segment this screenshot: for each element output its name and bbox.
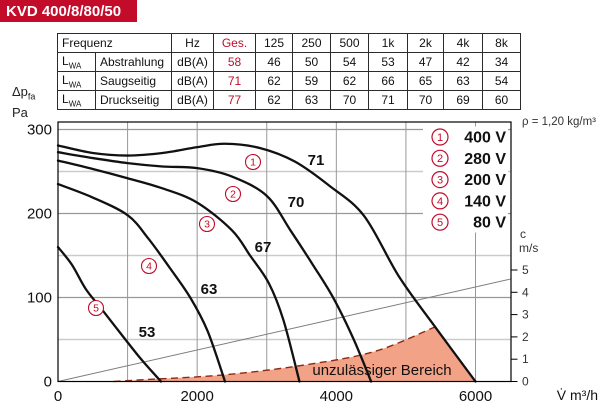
curve-number-circle	[244, 153, 262, 171]
curve-number-marker: 3	[198, 215, 216, 233]
forbidden-region-label: unzulässiger Bereich	[312, 362, 451, 379]
curve-number-text: 5	[93, 303, 99, 315]
curve-sound-power-label: 63	[201, 281, 218, 298]
c-axis-tick-label: 0	[522, 375, 529, 389]
header-total: Ges.	[213, 33, 256, 53]
legend-voltage-label: 200 V	[464, 172, 506, 189]
y-axis-label-unit: Pa	[12, 104, 28, 120]
header-band-8k: 8k	[482, 33, 521, 53]
table-row: LWA Abstrahlung dB(A) 58 46 50 54 53 47 42 34	[57, 52, 521, 72]
legend-voltage-label: 280 V	[464, 151, 506, 168]
c-axis-tick-label: 5	[522, 263, 529, 277]
y-axis-tick-label: 0	[44, 374, 52, 391]
row-name: Abstrahlung	[95, 52, 172, 72]
legend-number-circle	[431, 213, 449, 231]
curve-sound-power-label: 67	[255, 239, 272, 256]
row-symbol: LWA	[57, 90, 96, 110]
curve-number-text: 2	[230, 189, 236, 201]
x-axis-tick-label: 2000	[180, 388, 213, 405]
page-title: KVD 400/8/80/50	[0, 0, 138, 22]
x-axis-unit-label: V̇ m³/h	[557, 387, 598, 403]
y-axis-tick-label: 300	[27, 122, 52, 139]
legend-number-text: 1	[437, 132, 443, 144]
table-row: LWA Saugseitig dB(A) 71 62 59 62 66 65 63 54	[57, 71, 521, 91]
curve-number-marker: 1	[244, 153, 262, 171]
row-total: 77	[213, 90, 256, 110]
c-axis-unit: m/s	[519, 241, 538, 255]
row-total: 71	[213, 71, 256, 91]
legend-voltage-label: 400 V	[464, 130, 506, 147]
curve-number-marker: 5	[87, 299, 105, 317]
c-axis-tick-label: 1	[522, 352, 529, 366]
header-band-2k: 2k	[407, 33, 444, 53]
curve-140v	[56, 182, 227, 383]
y-axis-tick-label: 100	[27, 290, 52, 307]
curve-number-circle	[87, 299, 105, 317]
curve-number-circle	[140, 257, 158, 275]
row-value: 62	[255, 90, 293, 110]
y-axis-tick-label: 200	[27, 206, 52, 223]
row-total: 58	[213, 52, 256, 72]
curve-sound-power-label: 71	[308, 152, 325, 169]
curve-sound-power-label: 53	[139, 324, 156, 341]
air-velocity-line	[57, 278, 512, 382]
x-axis-tick-label: 0	[54, 388, 62, 405]
curve-number-text: 1	[250, 157, 256, 169]
forbidden-region-fill	[113, 326, 475, 382]
legend-number-text: 4	[437, 196, 443, 208]
legend-voltage-label: 80 V	[473, 215, 506, 232]
legend-number-text: 3	[437, 175, 443, 187]
forbidden-region-boundary	[113, 326, 436, 383]
x-axis-tick-label: 4000	[320, 388, 353, 405]
sound-power-table: Frequenz Hz Ges. 125 250 500 1k 2k 4k 8k LWA Abstra…	[57, 33, 521, 110]
page-title-text: KVD 400/8/80/50	[6, 2, 122, 20]
row-name: Druckseitig	[95, 90, 172, 110]
legend: 1 400 V 2 280 V 3 200 V 4 140 V 5 80 V	[423, 126, 508, 233]
row-unit: dB(A)	[171, 71, 214, 91]
legend-number-text: 2	[437, 153, 443, 165]
x-axis-tick-label: 6000	[459, 388, 492, 405]
curve-number-circle	[198, 215, 216, 233]
curve-280v	[56, 151, 373, 383]
plot-border	[57, 121, 512, 383]
row-value: 70	[407, 90, 444, 110]
legend-voltage-label: 140 V	[464, 193, 506, 210]
y-axis-label-symbol: Δpfa	[12, 84, 36, 102]
legend-number-circle	[431, 149, 449, 167]
row-value: 54	[330, 52, 369, 72]
legend-number-circle	[431, 171, 449, 189]
curve-number-text: 3	[204, 219, 210, 231]
c-axis-tick-label: 4	[522, 285, 529, 299]
c-axis-tick-label: 2	[522, 330, 529, 344]
legend-number-text: 5	[437, 217, 443, 229]
curve-sound-power-label: 70	[288, 194, 305, 211]
c-axis-name: c	[520, 227, 526, 241]
header-band-1k: 1k	[368, 33, 408, 53]
header-frequency: Frequenz	[57, 33, 172, 53]
row-unit: dB(A)	[171, 52, 214, 72]
curve-number-marker: 4	[140, 257, 158, 275]
air-density-note: ρ = 1,20 kg/m³	[522, 116, 596, 128]
c-axis-tick-label: 3	[522, 308, 529, 322]
table-row: LWA Druckseitig dB(A) 77 62 63 70 71 70 69 60	[57, 90, 521, 110]
curve-number-marker: 2	[224, 185, 242, 203]
row-value: 60	[482, 90, 521, 110]
curve-400v	[56, 142, 477, 383]
curve-200v	[56, 159, 301, 383]
legend-number-circle	[431, 192, 449, 210]
row-value: 63	[292, 90, 331, 110]
legend-number-circle	[431, 128, 449, 146]
curve-number-circle	[224, 185, 242, 203]
y-axis-label: Δpfa Pa	[12, 84, 35, 120]
curve-number-text: 4	[146, 261, 152, 273]
